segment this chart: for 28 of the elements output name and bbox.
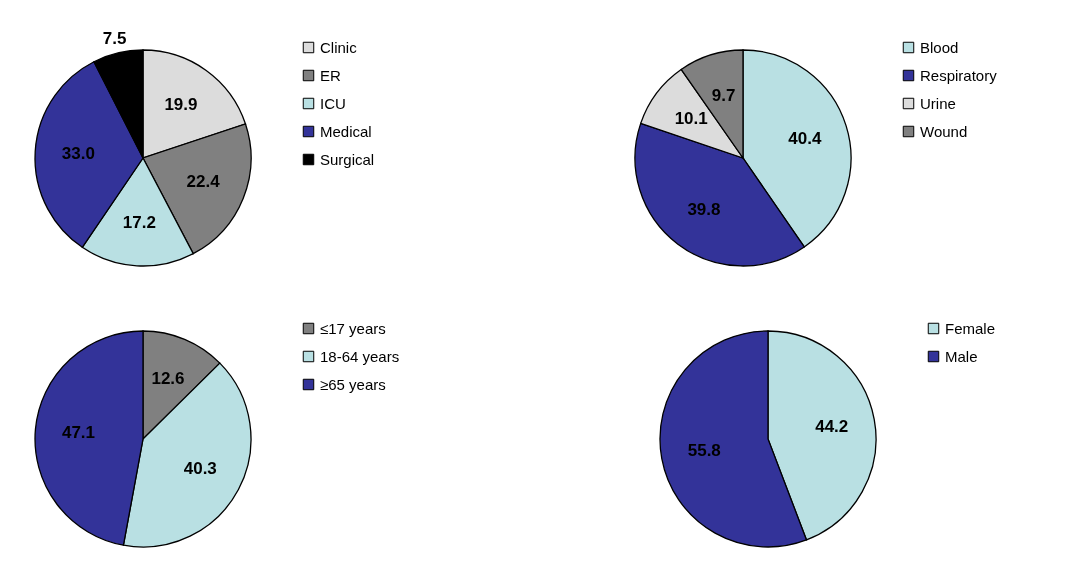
data-label: 19.9: [164, 95, 198, 115]
legend-label: Wound: [920, 122, 968, 140]
data-label: 10.1: [674, 109, 708, 129]
legend-label: Female: [945, 319, 996, 337]
legend-label: ER: [320, 66, 341, 84]
legend-label: Urine: [920, 94, 956, 112]
legend-label: Respiratory: [920, 66, 998, 84]
legend-label: ≥65 years: [320, 375, 386, 393]
data-label: 39.8: [687, 199, 721, 219]
legend-label: Medical: [320, 122, 372, 140]
data-label: 44.2: [815, 417, 849, 437]
legend-label: Clinic: [320, 38, 358, 56]
legend-label: Blood: [920, 38, 959, 56]
data-label: 47.1: [61, 423, 96, 443]
data-label: 33.0: [61, 143, 95, 163]
legend-label: Surgical: [320, 150, 375, 168]
data-label: 7.5: [102, 29, 127, 49]
legend-label: ≤17 years: [320, 319, 386, 337]
legend-label: ICU: [320, 94, 346, 112]
legend-label: 18-64 years: [320, 347, 400, 365]
legend-label: Male: [945, 347, 978, 365]
data-label: 17.2: [122, 212, 156, 232]
data-label: 55.8: [687, 440, 721, 460]
data-label: 9.7: [711, 86, 736, 106]
data-label: 12.6: [151, 369, 185, 389]
data-label: 40.3: [183, 459, 217, 479]
data-label: 40.4: [788, 128, 822, 148]
data-label: 22.4: [186, 172, 221, 192]
